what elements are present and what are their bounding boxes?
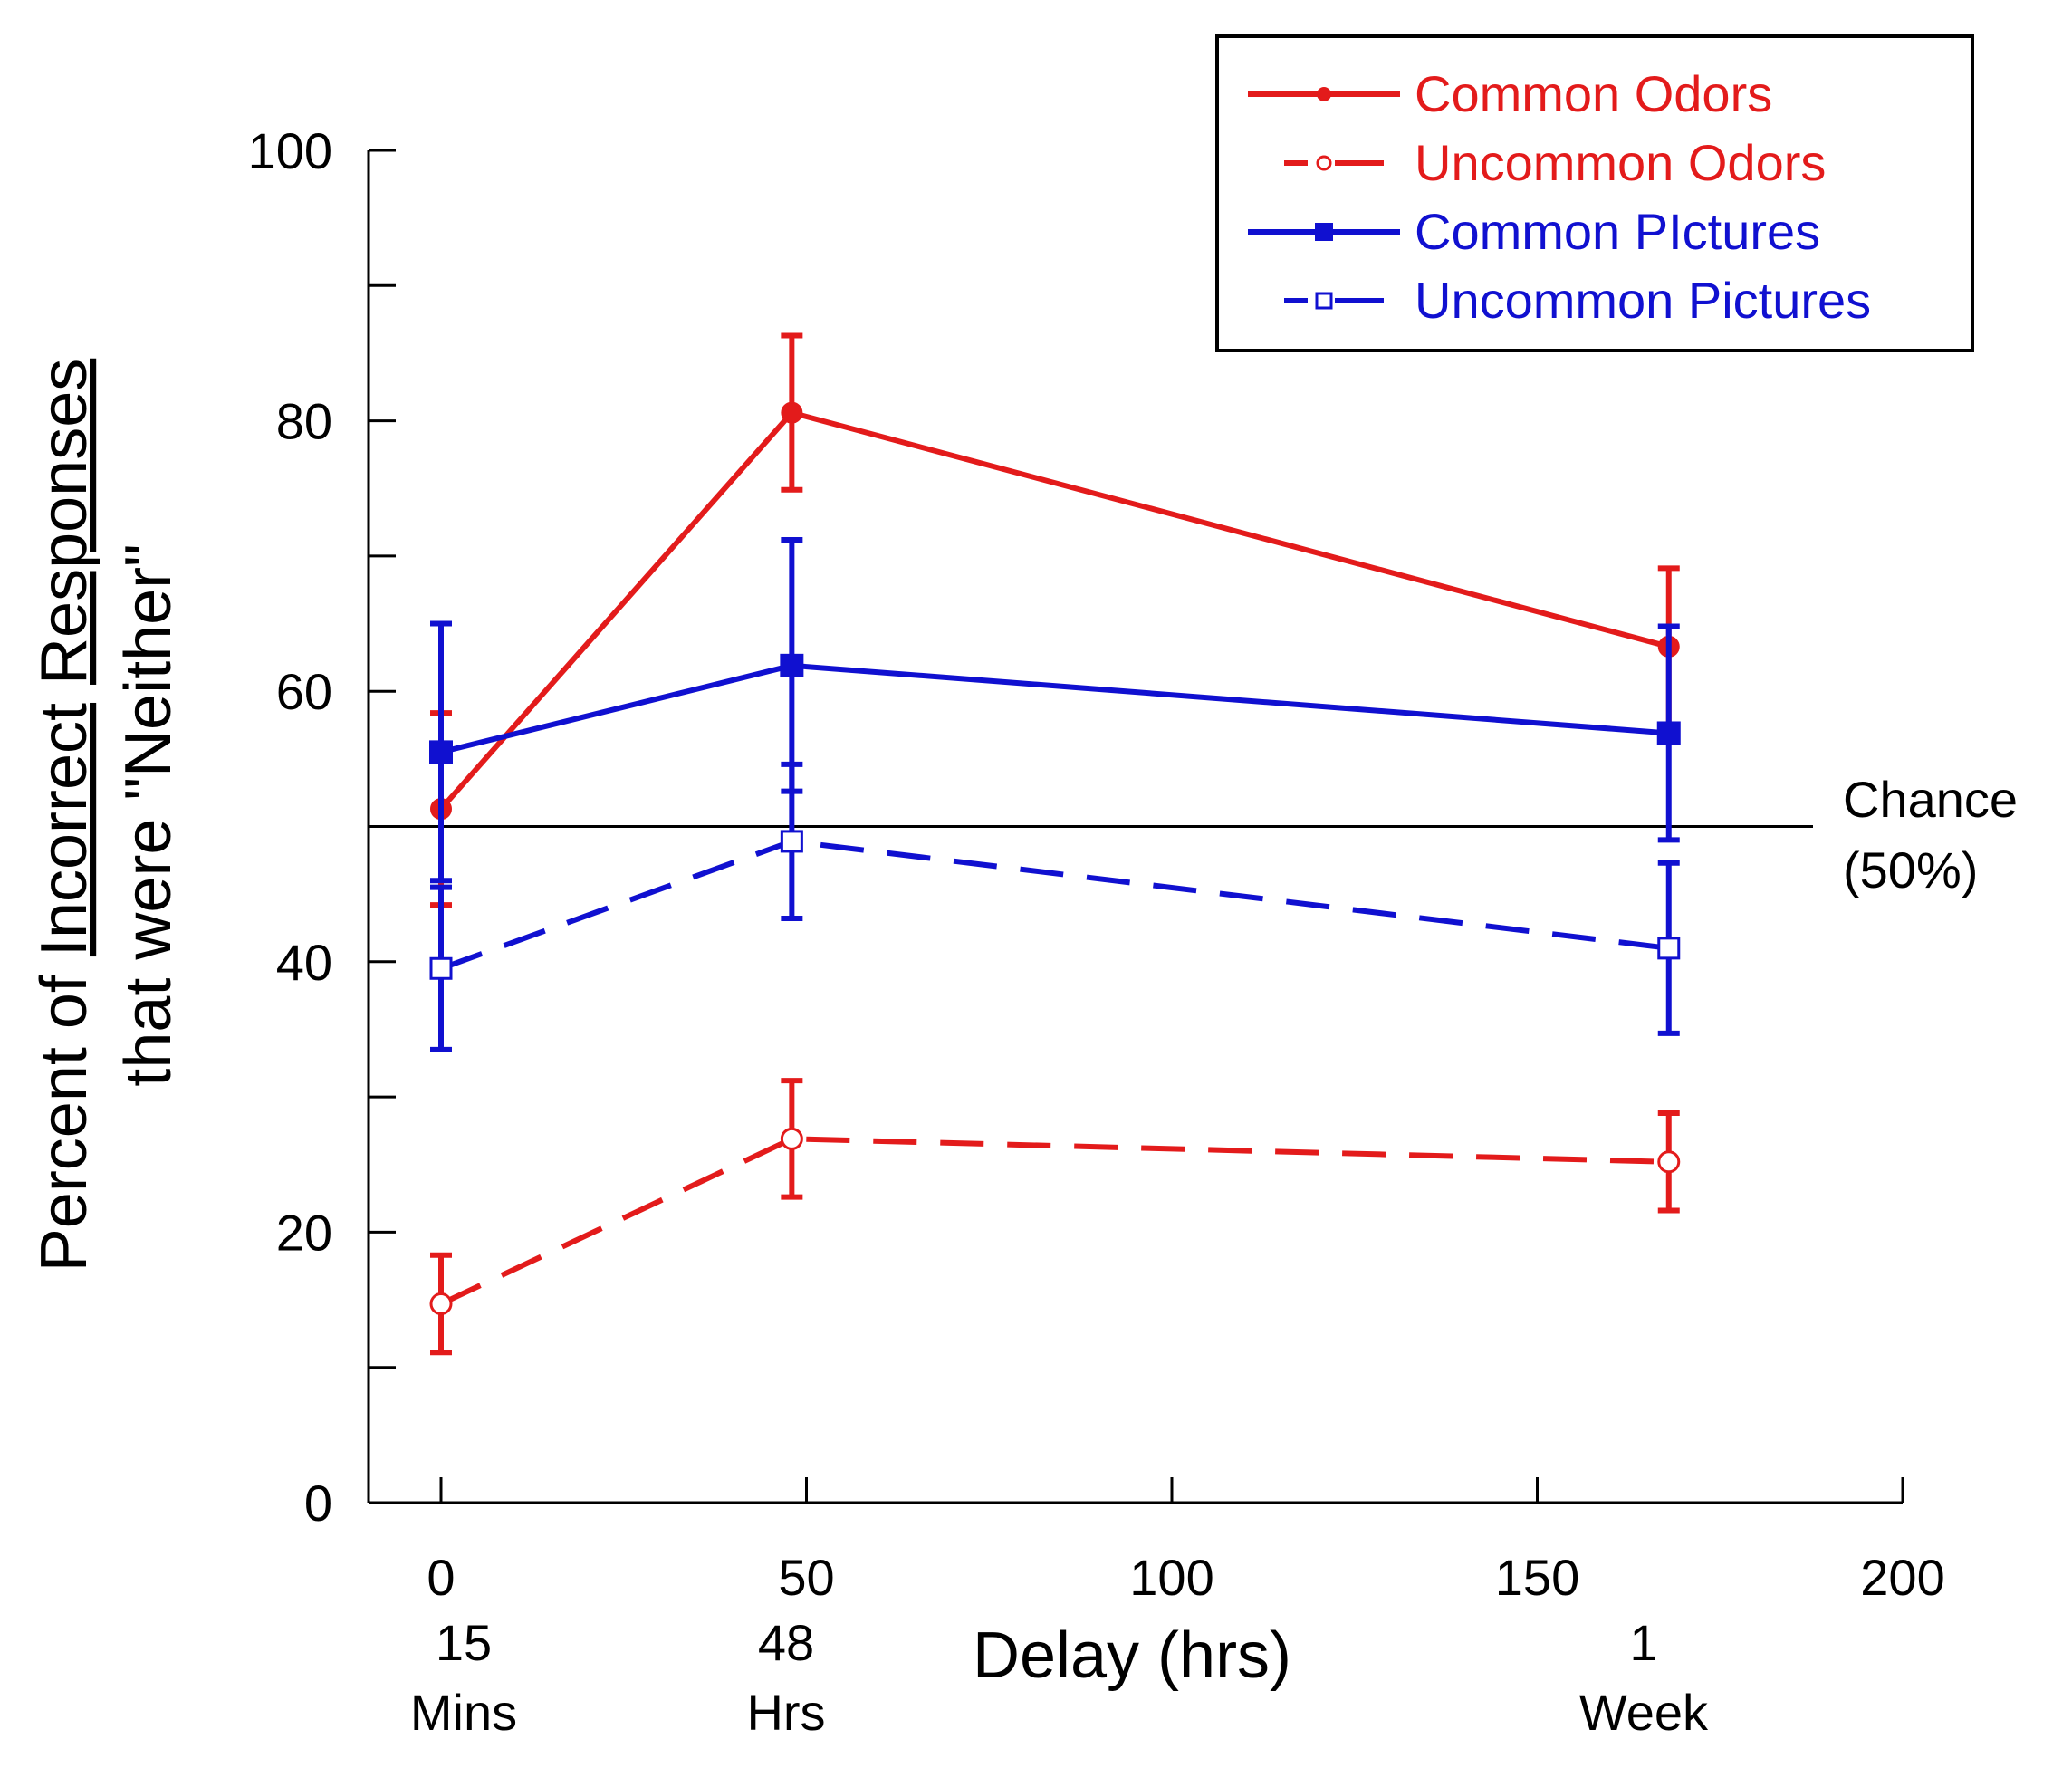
delay-label-48-hrs-line2: Hrs: [746, 1684, 825, 1741]
series-common-pictures: [429, 536, 1681, 884]
axes-layer: 0 20 40 60 80 100 0 50 100 150 200: [248, 122, 1945, 1606]
series-line: [439, 1136, 1669, 1307]
series-line: [439, 838, 1670, 972]
delay-label-1-week-line1: 1: [1629, 1614, 1657, 1671]
series-common-odors: [430, 332, 1680, 908]
x-tick-label: 150: [1495, 1549, 1579, 1606]
data-point-marker: [429, 1292, 453, 1316]
series-uncommon-pictures: [429, 761, 1681, 1052]
data-point-marker: [429, 956, 453, 980]
x-axis-title: Delay (hrs): [973, 1619, 1291, 1692]
data-point-marker: [1657, 1150, 1681, 1174]
delay-label-1-week-line2: Week: [1579, 1684, 1709, 1741]
legend-sample-common-odors: [1248, 87, 1400, 101]
legend-label-uncommon-pictures: Uncommon Pictures: [1415, 272, 1871, 329]
data-point-marker: [1315, 223, 1333, 241]
legend-samples: [1248, 87, 1400, 310]
data-point-marker: [1317, 87, 1331, 101]
delay-label-15-mins-line1: 15: [436, 1614, 492, 1671]
data-point-marker: [1315, 292, 1333, 310]
data-point-marker: [1656, 721, 1681, 745]
chance-label-line2: (50%): [1843, 841, 1978, 898]
chance-label-line1: Chance: [1843, 771, 2018, 828]
legend-sample-uncommon-odors: [1284, 155, 1384, 171]
series-line: [440, 662, 1669, 755]
legend-label-uncommon-odors: Uncommon Odors: [1415, 134, 1826, 191]
legend-label-common-pictures: Common PIctures: [1415, 203, 1820, 260]
y-tick-label: 80: [276, 393, 332, 450]
data-point-marker: [429, 740, 453, 764]
y-tick-label: 0: [304, 1475, 332, 1532]
data-point-marker: [1657, 937, 1681, 960]
data-point-marker: [780, 830, 803, 853]
y-tick-label: 20: [276, 1204, 332, 1261]
y-tick-label: 100: [248, 122, 332, 179]
delay-label-48-hrs-line1: 48: [758, 1614, 814, 1671]
legend-label-common-odors: Common Odors: [1415, 65, 1772, 122]
x-tick-label: 200: [1860, 1549, 1944, 1606]
y-axis-title-line1: Percent of Incorrect Responses: [28, 359, 101, 1273]
x-tick-label: 0: [427, 1549, 455, 1606]
y-axis-title-line2: that were "Neither": [112, 543, 185, 1086]
data-point-marker: [780, 653, 804, 677]
data-point-marker: [781, 401, 803, 424]
series-layer: [429, 332, 1681, 1356]
y-tick-label: 40: [276, 934, 332, 991]
legend-sample-uncommon-pictures: [1284, 292, 1384, 310]
series-uncommon-odors: [429, 1078, 1681, 1356]
legend-sample-common-pictures: [1248, 223, 1400, 241]
delay-label-15-mins-line2: Mins: [410, 1684, 517, 1741]
x-tick-label: 100: [1129, 1549, 1213, 1606]
y-tick-label: 60: [276, 663, 332, 720]
x-tick-label: 50: [778, 1549, 834, 1606]
data-point-marker: [1316, 155, 1332, 171]
data-point-marker: [780, 1127, 803, 1150]
series-line: [438, 409, 1670, 812]
